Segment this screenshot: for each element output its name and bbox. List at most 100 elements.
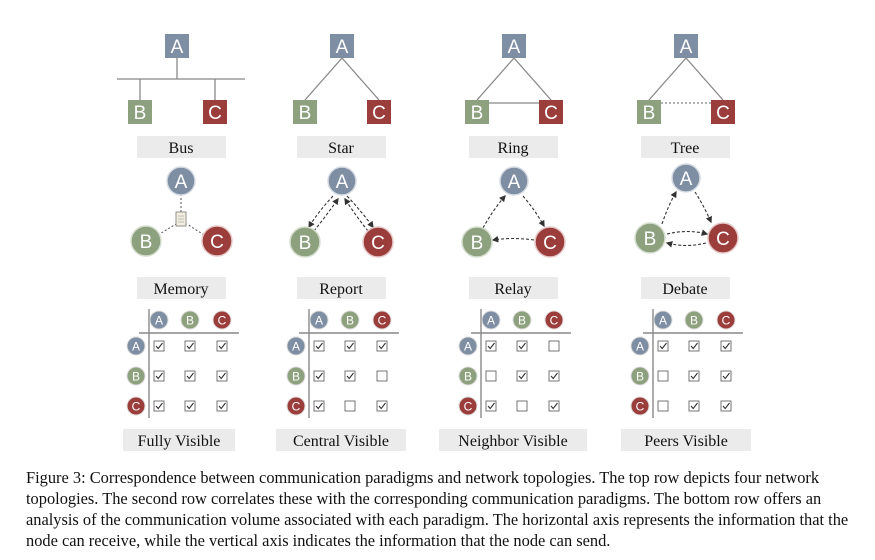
matrix-col-header-label-c: C: [722, 314, 731, 328]
matrix-col-header-label-b: B: [518, 314, 526, 328]
matrix-row-header-label-a: A: [132, 340, 140, 354]
matrix-col-header-a: [653, 310, 673, 330]
matrix-col-header-c: [212, 310, 232, 330]
topology-star: A B C: [293, 34, 391, 124]
paradigm-label-memory: Memory: [153, 281, 208, 298]
checked-box-icon: [688, 370, 700, 382]
node-c-label: C: [716, 229, 730, 250]
node-b-square: [293, 100, 317, 124]
topology-bus: A B C: [117, 34, 245, 124]
matrix-row-header-c: [286, 396, 306, 416]
visibility-labels: Fully Visible Central Visible Neighbor V…: [123, 429, 751, 451]
node-b-label: B: [471, 103, 484, 124]
node-c-label: C: [372, 103, 386, 124]
memory-pool-icon: [175, 211, 187, 227]
paradigm-memory: A B C: [130, 166, 233, 257]
node-b-label: B: [140, 232, 153, 253]
matrix-col-header-a: [309, 310, 329, 330]
visibility-label-neighbor: Neighbor Visible: [458, 433, 567, 450]
matrix-col-header-label-a: A: [487, 314, 495, 328]
node-b-label: B: [299, 233, 312, 254]
matrix-row-header-label-c: C: [464, 400, 473, 414]
node-b-label: B: [299, 103, 312, 124]
node-a-square: [330, 34, 354, 58]
node-c-circle: [534, 226, 566, 258]
checked-box-icon: [688, 340, 700, 352]
checked-box-icon: [657, 340, 669, 352]
matrix-col-header-label-a: A: [155, 314, 163, 328]
checked-box-icon: [313, 340, 325, 352]
topology-labels: Bus Star Ring Tree: [137, 136, 730, 158]
checked-box-icon: [313, 400, 325, 412]
topology-tree: A B C: [637, 34, 735, 124]
visibility-label-peers: Peers Visible: [644, 433, 728, 450]
node-c-circle: [362, 226, 394, 258]
node-a-circle: [499, 166, 529, 196]
checked-box-icon: [720, 370, 732, 382]
matrix-row-header-label-b: B: [636, 370, 644, 384]
topology-ring: A B C: [465, 34, 563, 124]
node-c-square: [367, 100, 391, 124]
checked-box-icon: [548, 370, 560, 382]
node-c-label: C: [208, 103, 222, 124]
checked-box-icon: [376, 400, 388, 412]
matrix-col-header-label-c: C: [218, 314, 227, 328]
visibility-label-central: Central Visible: [293, 433, 389, 450]
matrix-row-header-a: [126, 336, 146, 356]
figure-caption: Figure 3: Correspondence between communi…: [26, 468, 849, 550]
checked-box-icon: [184, 370, 196, 382]
matrix-row-header-label-b: B: [292, 370, 300, 384]
matrix-row-header-b: [126, 366, 146, 386]
topology-label-ring: Ring: [497, 140, 528, 157]
matrix-col-header-b: [512, 310, 532, 330]
checked-box-icon: [216, 400, 228, 412]
node-b-label: B: [471, 233, 484, 254]
matrix-row-header-b: [630, 366, 650, 386]
matrix-col-header-b: [340, 310, 360, 330]
checked-box-icon: [720, 400, 732, 412]
paradigm-relay: A B C: [461, 166, 566, 258]
matrix-row-header-label-a: A: [636, 340, 644, 354]
matrix-col-header-label-b: B: [186, 314, 194, 328]
matrix-row-header-c: [458, 396, 478, 416]
empty-box-icon: [376, 370, 388, 382]
checked-box-icon: [548, 400, 560, 412]
paradigm-label-debate: Debate: [662, 281, 707, 298]
checked-box-icon: [184, 340, 196, 352]
node-b-circle: [289, 226, 321, 258]
node-a-circle: [327, 166, 357, 196]
node-b-square: [637, 100, 661, 124]
node-a-label: A: [336, 37, 349, 58]
topology-label-tree: Tree: [671, 140, 700, 157]
matrix-row-header-b: [286, 366, 306, 386]
node-b-label: B: [134, 103, 147, 124]
topology-label-star: Star: [328, 140, 354, 157]
node-c-square: [711, 100, 735, 124]
checked-box-icon: [516, 340, 528, 352]
paradigm-labels: Memory Report Relay Debate: [137, 277, 730, 299]
checked-box-icon: [720, 340, 732, 352]
checked-box-icon: [153, 370, 165, 382]
matrix-row-header-label-a: A: [464, 340, 472, 354]
node-a-square: [165, 34, 189, 58]
visibility-matrix: A B C A B C: [286, 309, 399, 418]
checked-box-icon: [688, 400, 700, 412]
node-a-label: A: [336, 172, 349, 193]
empty-box-icon: [485, 370, 497, 382]
node-b-square: [465, 100, 489, 124]
matrix-row-header-c: [630, 396, 650, 416]
checked-box-icon: [485, 400, 497, 412]
node-a-circle: [671, 163, 701, 193]
node-b-circle: [461, 226, 493, 258]
checked-box-icon: [216, 370, 228, 382]
node-b-label: B: [644, 229, 657, 250]
paradigm-report: A B C: [289, 166, 394, 258]
matrix-col-header-label-b: B: [346, 314, 354, 328]
node-a-label: A: [175, 172, 188, 193]
visibility-label-fully: Fully Visible: [138, 433, 221, 450]
matrix-row-header-label-c: C: [292, 400, 301, 414]
empty-box-icon: [657, 400, 669, 412]
matrix-row-header-b: [458, 366, 478, 386]
matrix-row-header-label-c: C: [132, 400, 141, 414]
checked-box-icon: [153, 340, 165, 352]
